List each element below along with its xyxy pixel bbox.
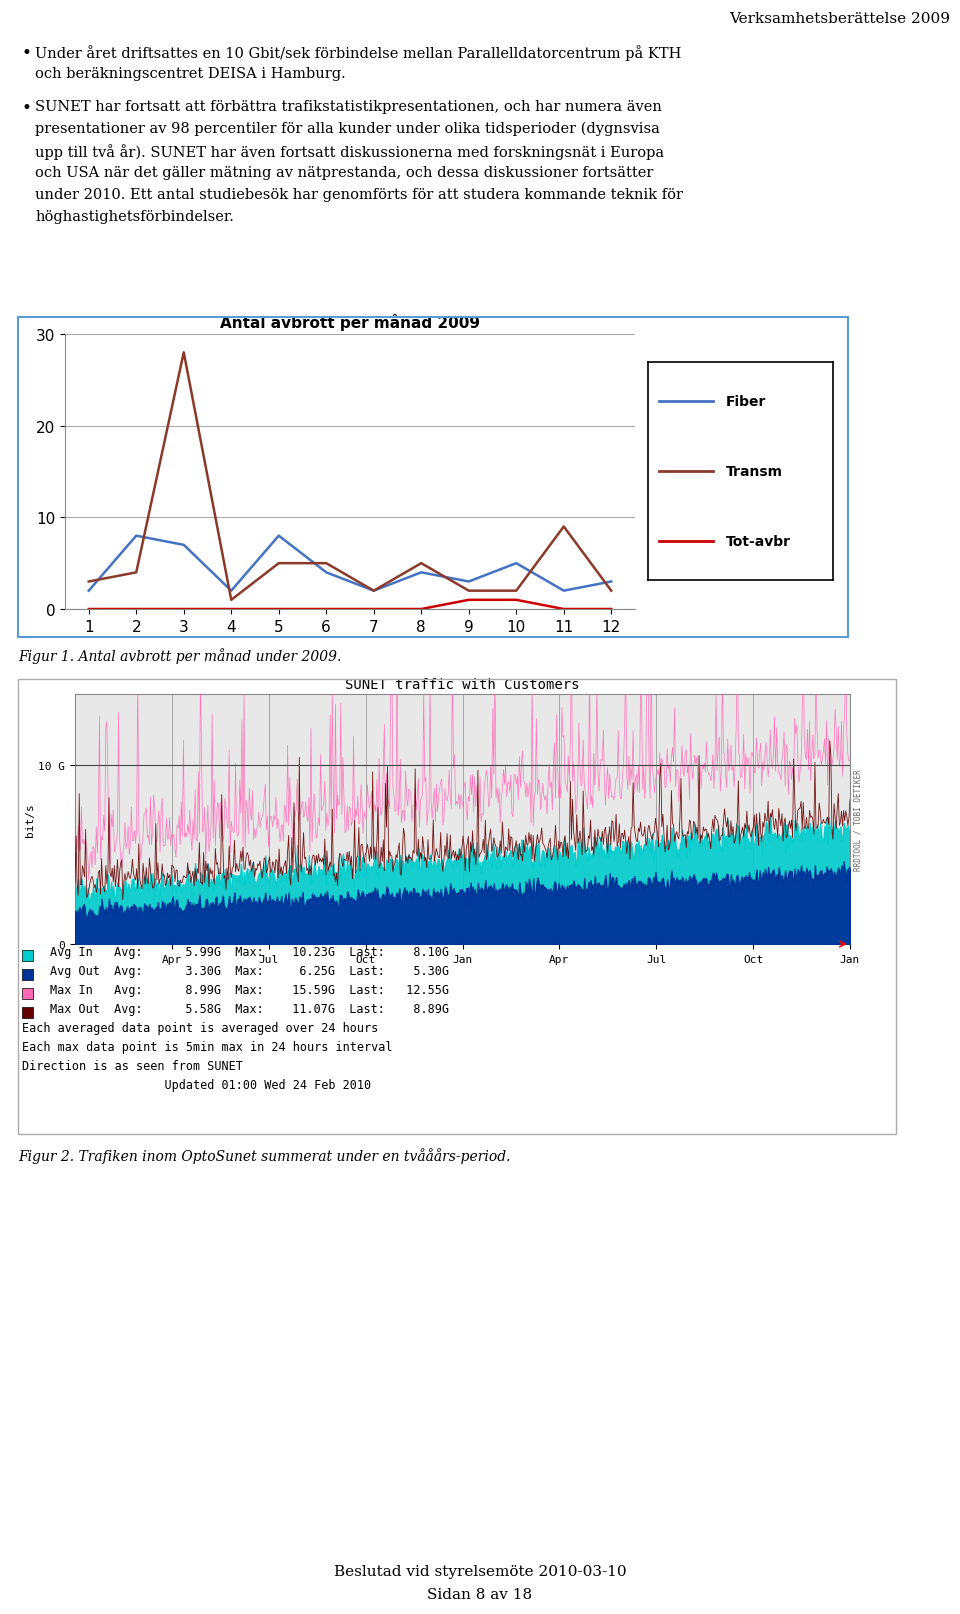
Text: och beräkningscentret DEISA i Hamburg.: och beräkningscentret DEISA i Hamburg. (35, 66, 346, 81)
Title: SUNET traffic with Customers: SUNET traffic with Customers (346, 678, 580, 692)
Text: Updated 01:00 Wed 24 Feb 2010: Updated 01:00 Wed 24 Feb 2010 (22, 1078, 372, 1091)
Text: Fiber: Fiber (726, 395, 766, 408)
Text: Max Out  Avg:      5.58G  Max:    11.07G  Last:    8.89G: Max Out Avg: 5.58G Max: 11.07G Last: 8.8… (50, 1002, 449, 1015)
Text: RRDTOOL / TOBI OETIKER: RRDTOOL / TOBI OETIKER (853, 768, 863, 870)
Text: SUNET har fortsatt att förbättra trafikstatistikpresentationen, och har numera ä: SUNET har fortsatt att förbättra trafiks… (35, 100, 661, 115)
Text: Figur 2. Trafiken inom OptoSunet summerat under en tvååårs-period.: Figur 2. Trafiken inom OptoSunet summera… (18, 1148, 511, 1164)
Text: Avg Out  Avg:      3.30G  Max:     6.25G  Last:    5.30G: Avg Out Avg: 3.30G Max: 6.25G Last: 5.30… (50, 965, 449, 978)
Text: Tot-avbr: Tot-avbr (726, 534, 791, 549)
Text: Figur 1. Antal avbrott per månad under 2009.: Figur 1. Antal avbrott per månad under 2… (18, 647, 342, 663)
Text: och USA när det gäller mätning av nätprestanda, och dessa diskussioner fortsätte: och USA när det gäller mätning av nätpre… (35, 166, 654, 179)
Text: Transm: Transm (726, 465, 782, 479)
Text: •: • (22, 45, 32, 61)
Text: upp till två år). SUNET har även fortsatt diskussionerna med forskningsnät i Eur: upp till två år). SUNET har även fortsat… (35, 144, 664, 160)
Text: Max In   Avg:      8.99G  Max:    15.59G  Last:   12.55G: Max In Avg: 8.99G Max: 15.59G Last: 12.5… (50, 985, 449, 997)
Text: Sidan 8 av 18: Sidan 8 av 18 (427, 1587, 533, 1601)
Text: •: • (22, 100, 32, 116)
Text: Avg In   Avg:      5.99G  Max:    10.23G  Last:    8.10G: Avg In Avg: 5.99G Max: 10.23G Last: 8.10… (50, 946, 449, 959)
Text: Direction is as seen from SUNET: Direction is as seen from SUNET (22, 1060, 243, 1073)
Text: Each averaged data point is averaged over 24 hours: Each averaged data point is averaged ove… (22, 1022, 378, 1035)
Y-axis label: bit/s: bit/s (26, 802, 36, 836)
Title: Antal avbrott per månad 2009: Antal avbrott per månad 2009 (220, 313, 480, 331)
Text: Each max data point is 5min max in 24 hours interval: Each max data point is 5min max in 24 ho… (22, 1041, 393, 1054)
Text: under 2010. Ett antal studiebesök har genomförts för att studera kommande teknik: under 2010. Ett antal studiebesök har ge… (35, 187, 683, 202)
Text: Verksamhetsberättelse 2009: Verksamhetsberättelse 2009 (729, 11, 950, 26)
Text: höghastighetsförbindelser.: höghastighetsförbindelser. (35, 210, 234, 224)
Text: Under året driftsattes en 10 Gbit/sek förbindelse mellan Parallelldatorcentrum p: Under året driftsattes en 10 Gbit/sek fö… (35, 45, 682, 61)
Text: Beslutad vid styrelsemöte 2010-03-10: Beslutad vid styrelsemöte 2010-03-10 (334, 1564, 626, 1578)
Text: presentationer av 98 percentiler för alla kunder under olika tidsperioder (dygns: presentationer av 98 percentiler för all… (35, 123, 660, 136)
